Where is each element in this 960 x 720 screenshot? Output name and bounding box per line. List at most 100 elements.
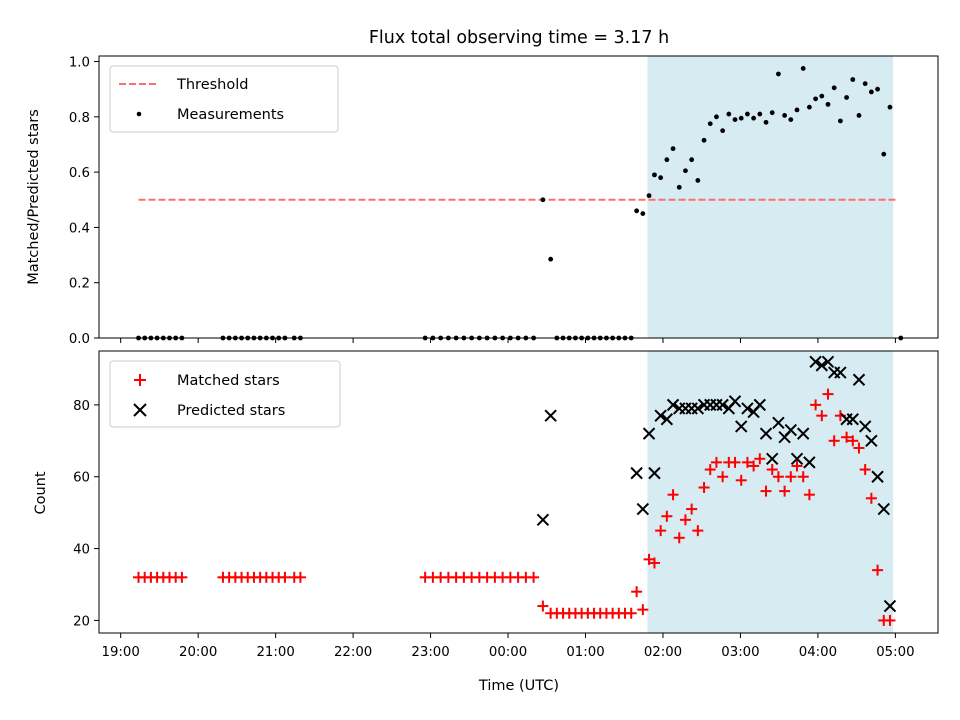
measurement-point	[646, 193, 652, 199]
top-panel: 0.0 0.2 0.4 0.6 0.8 1.0 Matched/Predicted sta…	[26, 55, 939, 347]
measurement-point	[887, 104, 893, 110]
matched-star-point	[625, 607, 637, 619]
predicted-star-point	[636, 502, 650, 516]
predicted-star-point	[772, 416, 785, 430]
predicted-star-point	[834, 366, 847, 379]
predicted-star-point	[821, 355, 835, 368]
measurement-point	[726, 111, 732, 117]
measurement-point	[856, 113, 862, 118]
x-tick-label: 04:00	[799, 645, 837, 660]
predicted-star-point	[759, 427, 773, 440]
predicted-star-point	[654, 409, 667, 422]
measurement-point	[634, 208, 640, 214]
predicted-star-point	[877, 502, 890, 516]
top-y-ticks: 0.0 0.2 0.4 0.6 0.8 1.0	[69, 56, 99, 347]
legend-measurements-swatch	[136, 111, 142, 117]
matched-star-point	[729, 456, 741, 468]
top-y-tick-label: 0.0	[69, 332, 90, 347]
measurement-point	[875, 86, 880, 92]
measurement-point	[652, 172, 657, 178]
bottom-panel: 20 40 60 80 19:00 20:00 21:00 22:00 23:00 00:00 0…	[33, 350, 939, 694]
x-tick-label: 19:00	[102, 645, 140, 660]
measurement-point	[763, 119, 769, 125]
legend-measurements-label: Measurements	[177, 107, 284, 123]
predicted-star-point	[666, 398, 680, 412]
legend-matched-label: Matched stars	[177, 373, 280, 389]
x-tick-label: 02:00	[644, 645, 682, 660]
measurement-point	[881, 151, 887, 157]
bottom-y-tick-label: 40	[73, 543, 90, 558]
legend-predicted-swatch	[133, 403, 147, 417]
matched-star-point	[667, 489, 679, 501]
predicted-star-point	[536, 513, 550, 527]
measurement-point	[640, 211, 646, 216]
measurement-point	[664, 157, 670, 163]
predicted-star-point	[846, 413, 859, 426]
x-tick-label: 01:00	[566, 645, 604, 660]
measurement-point	[757, 111, 763, 117]
matched-star-point	[735, 474, 747, 486]
bottom-y-axis-label: Count	[33, 471, 49, 514]
predicted-star-point	[716, 398, 729, 412]
predicted-star-point	[660, 413, 674, 426]
measurement-point	[782, 113, 788, 118]
measurement-point	[695, 178, 701, 183]
measurement-point	[701, 137, 707, 143]
x-tick-label: 21:00	[256, 645, 294, 660]
measurement-point	[720, 128, 726, 134]
matched-star-point	[661, 510, 673, 522]
measurement-point	[831, 85, 837, 91]
x-tick-label: 00:00	[489, 645, 527, 660]
predicted-star-point	[852, 373, 866, 386]
x-tick-label: 03:00	[721, 645, 759, 660]
matched-star-point	[704, 464, 716, 476]
count-points	[133, 355, 897, 626]
measurement-point	[707, 121, 713, 127]
matched-star-point	[803, 489, 815, 501]
top-y-axis-label: Matched/Predicted stars	[26, 109, 42, 285]
measurement-point	[714, 114, 719, 120]
matched-star-point	[760, 485, 772, 497]
predicted-star-point	[858, 420, 872, 433]
matched-star-point	[847, 435, 859, 447]
matched-star-point	[797, 471, 809, 483]
matched-star-point	[176, 571, 188, 583]
measurement-point	[548, 256, 554, 262]
measurement-point	[769, 110, 775, 116]
matched-star-point	[791, 460, 803, 472]
bottom-y-tick-label: 20	[73, 614, 90, 629]
bottom-y-tick-label: 80	[73, 399, 90, 414]
measurement-point	[837, 118, 843, 124]
matched-star-point	[785, 471, 797, 483]
predicted-star-point	[803, 456, 816, 469]
bottom-legend: Matched stars Predicted stars	[109, 360, 341, 428]
measurement-point	[745, 111, 750, 117]
top-x-ticks	[120, 338, 896, 343]
legend-threshold-label: Threshold	[176, 77, 248, 93]
measurement-point	[788, 117, 794, 122]
matched-star-point	[692, 525, 704, 537]
matched-star-point	[779, 485, 791, 497]
measurement-point	[850, 77, 856, 82]
predicted-star-point	[735, 420, 748, 433]
legend-matched-swatch	[134, 374, 146, 386]
measurement-point	[800, 66, 806, 71]
bottom-axes-frame	[98, 350, 939, 634]
predicted-star-point	[544, 409, 557, 422]
predicted-star-point	[642, 427, 656, 440]
measurement-point	[732, 117, 738, 122]
predicted-star-point	[815, 359, 829, 372]
matched-star-point	[637, 604, 649, 616]
measurement-point	[676, 184, 682, 190]
matched-star-point	[537, 600, 549, 612]
matched-star-point	[279, 571, 291, 583]
measurement-point	[794, 107, 800, 113]
predicted-star-point	[883, 599, 897, 613]
measurement-point	[862, 81, 868, 87]
predicted-star-point	[809, 355, 822, 368]
matched-star-point	[655, 525, 667, 537]
measurement-point	[670, 146, 676, 152]
measurement-point	[844, 95, 849, 100]
matched-star-point	[698, 482, 710, 494]
bottom-x-ticks: 19:00 20:00 21:00 22:00 23:00 00:00 01:00 02:00…	[102, 633, 915, 660]
